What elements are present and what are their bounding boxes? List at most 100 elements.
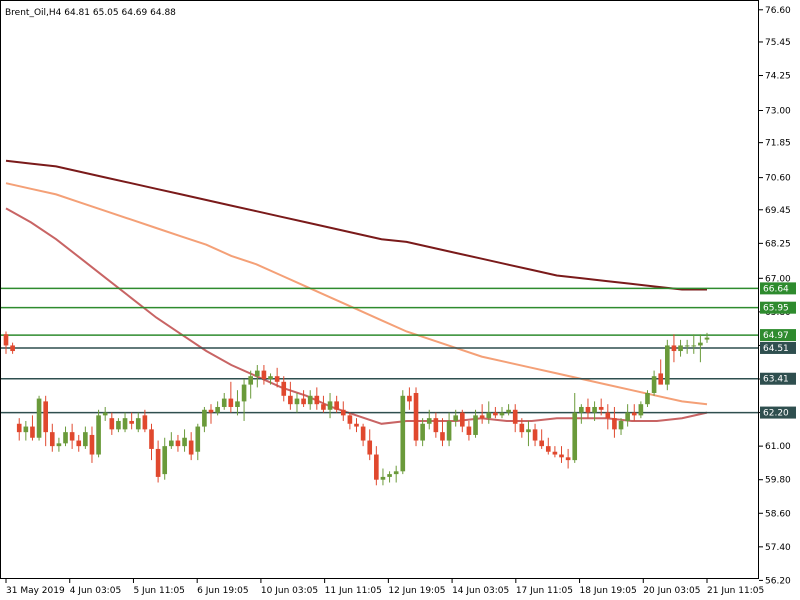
candle-body [354, 423, 359, 427]
candle-body [122, 418, 128, 430]
candle-body [691, 345, 697, 347]
candle-body [479, 415, 485, 419]
candle-body [519, 423, 525, 433]
candle-body [532, 429, 538, 441]
candle-body [651, 376, 657, 393]
x-tick-label: 21 Jun 11:05 [707, 586, 764, 596]
candle-body [175, 440, 181, 447]
candle-body [314, 395, 320, 405]
candle-body [598, 406, 604, 410]
y-tick-label: 75.45 [765, 38, 791, 48]
candle-body [459, 412, 465, 427]
level-label-box [760, 341, 796, 354]
candle-body [665, 345, 670, 385]
candle-body [605, 412, 611, 419]
candle-body [340, 409, 346, 416]
candle-body [420, 423, 425, 441]
candle-body [413, 392, 419, 441]
y-tick-label: 67.00 [765, 274, 791, 284]
candle-body [625, 412, 630, 421]
symbol-ohlc-header: Brent_Oil,H4 64.81 65.05 64.69 64.88 [5, 8, 176, 18]
candle-body [407, 395, 412, 402]
candle-body [301, 398, 306, 405]
y-tick-label: 73.00 [765, 106, 791, 116]
candle-body [89, 434, 95, 455]
candle-body [704, 337, 710, 340]
candle-body [466, 426, 472, 435]
candle-body [56, 443, 62, 447]
candle-body [545, 446, 551, 452]
y-tick-label: 61.00 [765, 442, 791, 452]
y-tick-label: 76.60 [765, 6, 791, 16]
y-tick-label: 57.40 [765, 543, 791, 553]
candle-body [446, 420, 452, 441]
candle-body [374, 454, 379, 480]
ma-mid-line [5, 182, 708, 406]
candle-body [116, 420, 121, 430]
y-tick-label: 70.60 [765, 174, 791, 184]
level-label: 63.41 [763, 375, 789, 385]
candle-body [671, 345, 677, 352]
candle-body [552, 451, 558, 455]
candle-body [288, 395, 293, 405]
candle-body [49, 432, 55, 447]
candle-body [387, 474, 392, 477]
candle-body [16, 423, 22, 433]
candle-body [228, 398, 234, 407]
candle-body [433, 418, 439, 433]
level-label: 64.97 [763, 331, 789, 341]
candle-body [10, 345, 15, 352]
ma-slow-line [5, 159, 707, 291]
candle-body [162, 446, 168, 475]
candle-body [426, 418, 432, 424]
candle-body [254, 370, 260, 377]
candle-body [307, 395, 313, 405]
candle-body [347, 415, 353, 424]
candle-body [202, 409, 207, 427]
candle-body [109, 418, 115, 430]
x-tick-label: 17 Jun 11:05 [516, 586, 573, 596]
candle-body [380, 476, 386, 480]
candle-body [559, 454, 564, 458]
x-tick-label: 14 Jun 03:05 [452, 586, 509, 596]
candle-body [83, 432, 88, 447]
candle-body [321, 404, 326, 410]
candle-body [129, 420, 134, 424]
candle-body [506, 409, 511, 413]
candle-body [618, 420, 624, 430]
level-label-box [760, 282, 796, 295]
candle-body [221, 398, 227, 407]
candle-body [678, 345, 683, 352]
candle-body [188, 440, 194, 455]
level-label-box [760, 372, 796, 385]
level-label: 64.51 [763, 344, 789, 354]
candle-body [486, 412, 492, 419]
candle-body [592, 406, 597, 413]
x-tick-label: 18 Jun 19:05 [580, 586, 637, 596]
candle-body [76, 440, 82, 447]
candle-body [440, 432, 445, 441]
candle-body [658, 373, 664, 385]
candle-body [69, 432, 75, 441]
x-tick-label: 20 Jun 03:05 [643, 586, 700, 596]
candle-body [235, 401, 240, 407]
candle-body [579, 406, 584, 413]
candle-body [23, 426, 29, 433]
candle-body [142, 415, 148, 430]
y-tick-label: 71.85 [765, 139, 791, 149]
candle-body [612, 418, 617, 430]
x-tick-label: 11 Jun 11:05 [325, 586, 382, 596]
y-tick-label: 56.20 [765, 576, 791, 586]
y-tick-label: 74.25 [765, 72, 791, 82]
candle-body [215, 406, 220, 413]
candle-body [241, 384, 247, 402]
x-tick-label: 10 Jun 03:05 [261, 586, 318, 596]
candle-body [645, 392, 650, 405]
x-tick-label: 4 Jun 03:05 [70, 586, 121, 596]
candle-body [698, 342, 703, 346]
candle-body [149, 429, 154, 449]
candle-body [334, 401, 339, 410]
candle-body [274, 376, 280, 382]
candle-body [182, 437, 187, 447]
